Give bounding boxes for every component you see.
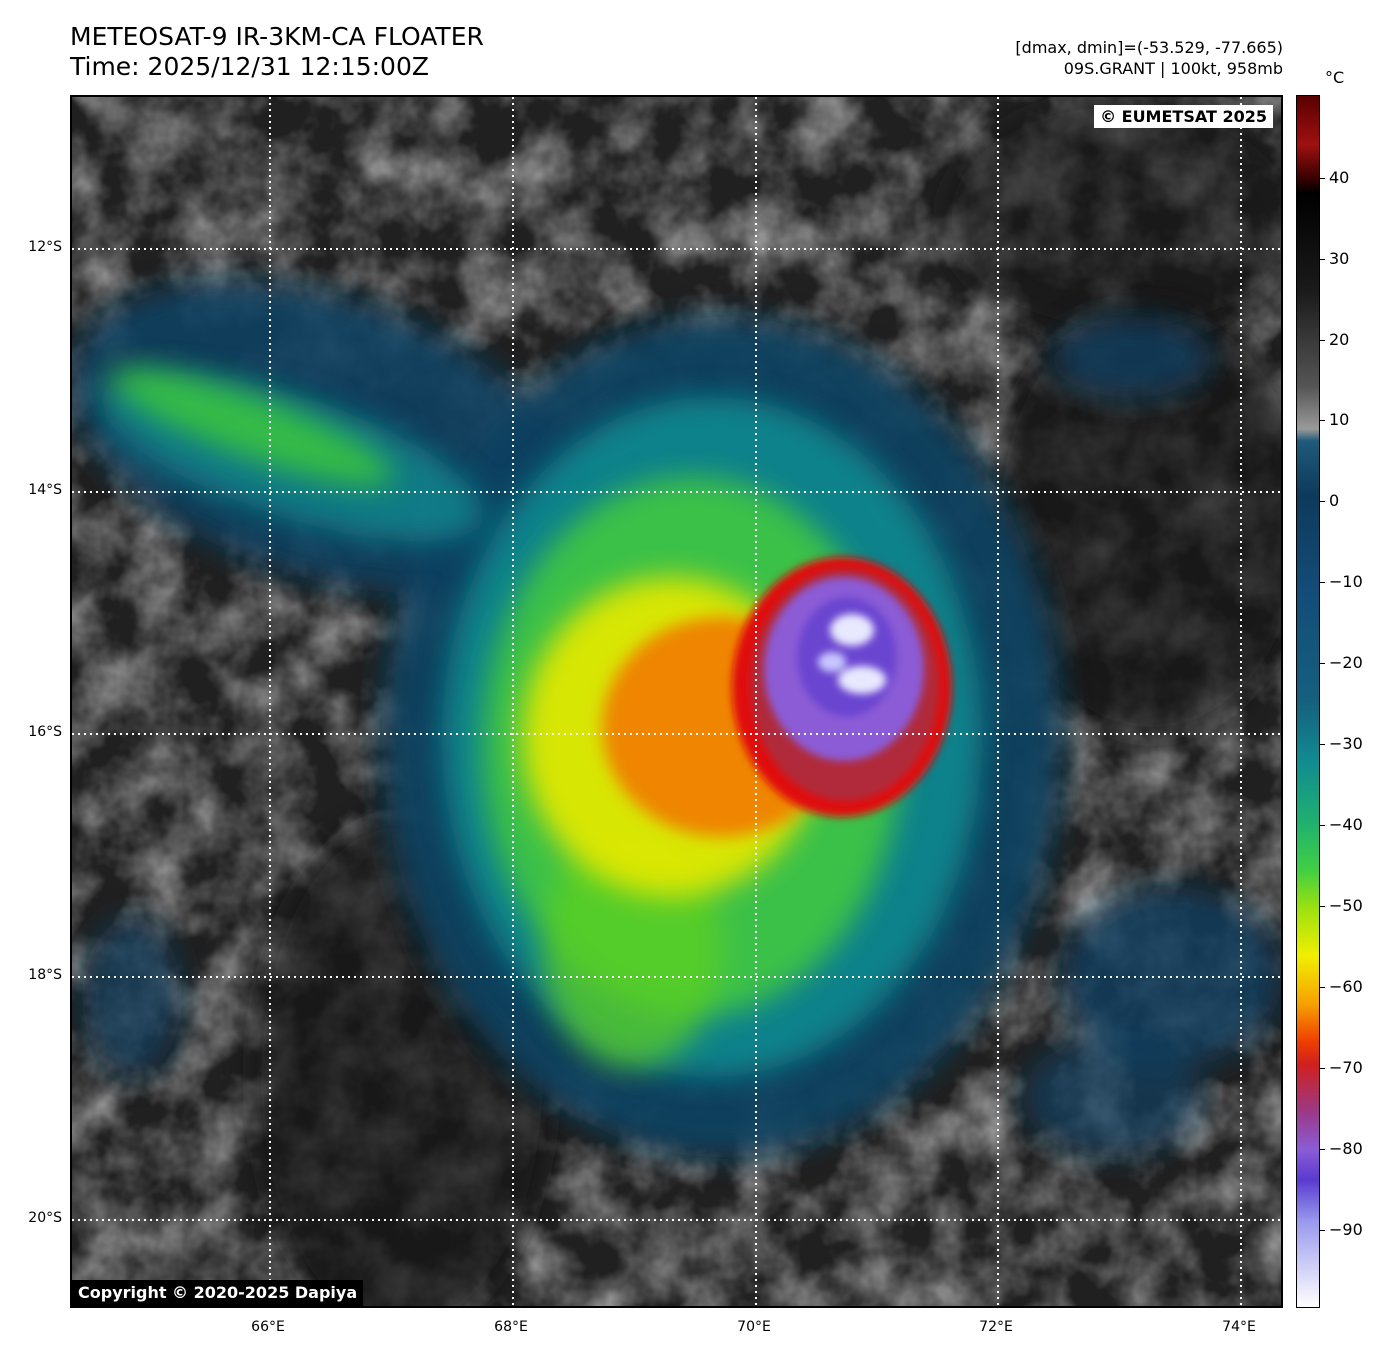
lat-label-20s: 20°S [28, 1210, 62, 1226]
colorbar-tick-mark [1320, 340, 1325, 341]
graticule [72, 97, 1281, 1306]
storm-info: 09S.GRANT | 100kt, 958mb [1063, 59, 1283, 78]
colorbar-tick-mark [1320, 744, 1325, 745]
colorbar-tick-label: −20 [1329, 653, 1363, 672]
lon-label-66e: 66°E [251, 1319, 285, 1335]
colorbar-tick-mark [1320, 1230, 1325, 1231]
map-title: METEOSAT-9 IR-3KM-CA FLOATER [70, 22, 484, 51]
lon-label-74e: 74°E [1222, 1319, 1256, 1335]
colorbar-tick-mark [1320, 501, 1325, 502]
lat-label-16s: 16°S [28, 724, 62, 740]
colorbar-tick-mark [1320, 987, 1325, 988]
map-time: Time: 2025/12/31 12:15:00Z [70, 52, 429, 81]
lat-label-12s: 12°S [28, 239, 62, 255]
colorbar-tick-label: 40 [1329, 168, 1350, 187]
colorbar-tick-mark [1320, 906, 1325, 907]
colorbar-tick-mark [1320, 1149, 1325, 1150]
colorbar-tick-label: 20 [1329, 330, 1350, 349]
ir-imagery [72, 97, 1281, 1306]
colorbar-tick-label: 10 [1329, 410, 1350, 429]
lon-label-72e: 72°E [979, 1319, 1013, 1335]
colorbar-tick-label: 0 [1329, 491, 1340, 510]
colorbar-tick-label: −60 [1329, 977, 1363, 996]
colorbar-tick-label: −30 [1329, 734, 1363, 753]
colorbar-tick-label: −50 [1329, 896, 1363, 915]
satellite-map[interactable]: © EUMETSAT 2025 Copyright © 2020-2025 Da… [70, 95, 1283, 1308]
lon-label-70e: 70°E [737, 1319, 771, 1335]
lon-label-68e: 68°E [494, 1319, 528, 1335]
colorbar-tick-mark [1320, 825, 1325, 826]
colorbar-tick-mark [1320, 1068, 1325, 1069]
colorbar-tick-label: −80 [1329, 1139, 1363, 1158]
colorbar-tick-label: −70 [1329, 1058, 1363, 1077]
lat-label-18s: 18°S [28, 967, 62, 983]
colorbar-tick-mark [1320, 259, 1325, 260]
copyright-credit: Copyright © 2020-2025 Dapiya [72, 1280, 364, 1306]
colorbar-tick-label: −90 [1329, 1220, 1363, 1239]
colorbar-tick-mark [1320, 663, 1325, 664]
dmax-dmin-info: [dmax, dmin]=(-53.529, -77.665) [1015, 38, 1283, 57]
colorbar-tick-mark [1320, 582, 1325, 583]
colorbar-tick-mark [1320, 420, 1325, 421]
colorbar-unit: °C [1325, 68, 1345, 87]
lat-label-14s: 14°S [28, 482, 62, 498]
colorbar-tick-label: −10 [1329, 572, 1363, 591]
colorbar [1296, 95, 1320, 1308]
colorbar-tick-label: −40 [1329, 815, 1363, 834]
colorbar-tick-label: 30 [1329, 249, 1350, 268]
eumetsat-credit: © EUMETSAT 2025 [1094, 105, 1273, 128]
colorbar-tick-mark [1320, 178, 1325, 179]
